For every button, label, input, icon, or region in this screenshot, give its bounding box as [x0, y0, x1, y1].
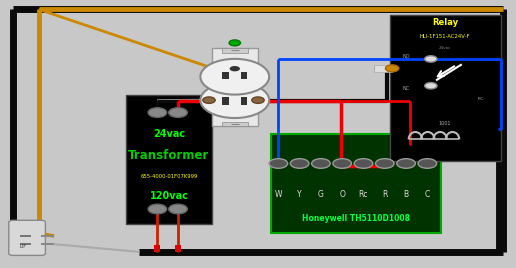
- Text: NC: NC: [402, 86, 410, 91]
- Circle shape: [333, 159, 351, 168]
- Text: G: G: [318, 190, 324, 199]
- Circle shape: [169, 204, 187, 214]
- Circle shape: [148, 108, 167, 117]
- Text: 24vac: 24vac: [153, 129, 185, 139]
- Circle shape: [425, 56, 437, 62]
- Text: 24vac: 24vac: [439, 46, 451, 50]
- FancyBboxPatch shape: [9, 220, 45, 255]
- Circle shape: [376, 159, 394, 168]
- Circle shape: [312, 159, 330, 168]
- Text: W: W: [275, 190, 282, 199]
- Bar: [390, 15, 501, 161]
- Circle shape: [269, 159, 287, 168]
- Text: NO: NO: [402, 54, 410, 59]
- Bar: [222, 48, 248, 53]
- Text: O: O: [339, 190, 345, 199]
- Text: HLI-1F151-AC24V-F: HLI-1F151-AC24V-F: [420, 34, 470, 39]
- Text: Y: Y: [297, 190, 302, 199]
- Bar: [395, 15, 495, 159]
- Circle shape: [291, 159, 309, 168]
- Circle shape: [230, 66, 240, 71]
- Circle shape: [229, 40, 240, 46]
- Text: B: B: [404, 190, 409, 199]
- Circle shape: [169, 108, 187, 117]
- Bar: [212, 48, 258, 126]
- Text: Honeywell TH5110D1008: Honeywell TH5110D1008: [302, 214, 410, 223]
- Bar: [222, 72, 229, 79]
- Bar: [154, 245, 160, 252]
- Bar: [222, 98, 229, 105]
- Bar: [155, 249, 159, 252]
- Text: 120vac: 120vac: [150, 191, 188, 201]
- Circle shape: [200, 59, 269, 95]
- Bar: [126, 95, 212, 224]
- Circle shape: [148, 204, 167, 214]
- Circle shape: [200, 82, 269, 118]
- Bar: [241, 98, 247, 105]
- Bar: [175, 245, 181, 252]
- Bar: [374, 65, 392, 72]
- Text: Transformer: Transformer: [128, 149, 209, 162]
- Circle shape: [203, 97, 215, 103]
- Circle shape: [385, 65, 399, 72]
- Bar: [20, 243, 31, 245]
- Text: Relay: Relay: [432, 18, 458, 27]
- Circle shape: [354, 159, 373, 168]
- Circle shape: [418, 159, 437, 168]
- Circle shape: [397, 159, 415, 168]
- Text: 655-4000-01F07K999: 655-4000-01F07K999: [140, 174, 198, 179]
- Text: C: C: [425, 190, 430, 199]
- Text: P.C.: P.C.: [478, 97, 485, 101]
- Text: Rc: Rc: [359, 190, 368, 199]
- Circle shape: [252, 97, 264, 103]
- Text: R: R: [382, 190, 388, 199]
- Bar: [222, 122, 248, 126]
- Text: LIF: LIF: [20, 244, 27, 249]
- Text: 1001: 1001: [439, 121, 452, 126]
- Bar: [271, 134, 441, 233]
- Bar: [241, 72, 247, 79]
- Bar: [20, 235, 31, 237]
- Bar: [176, 249, 180, 252]
- Circle shape: [425, 83, 437, 89]
